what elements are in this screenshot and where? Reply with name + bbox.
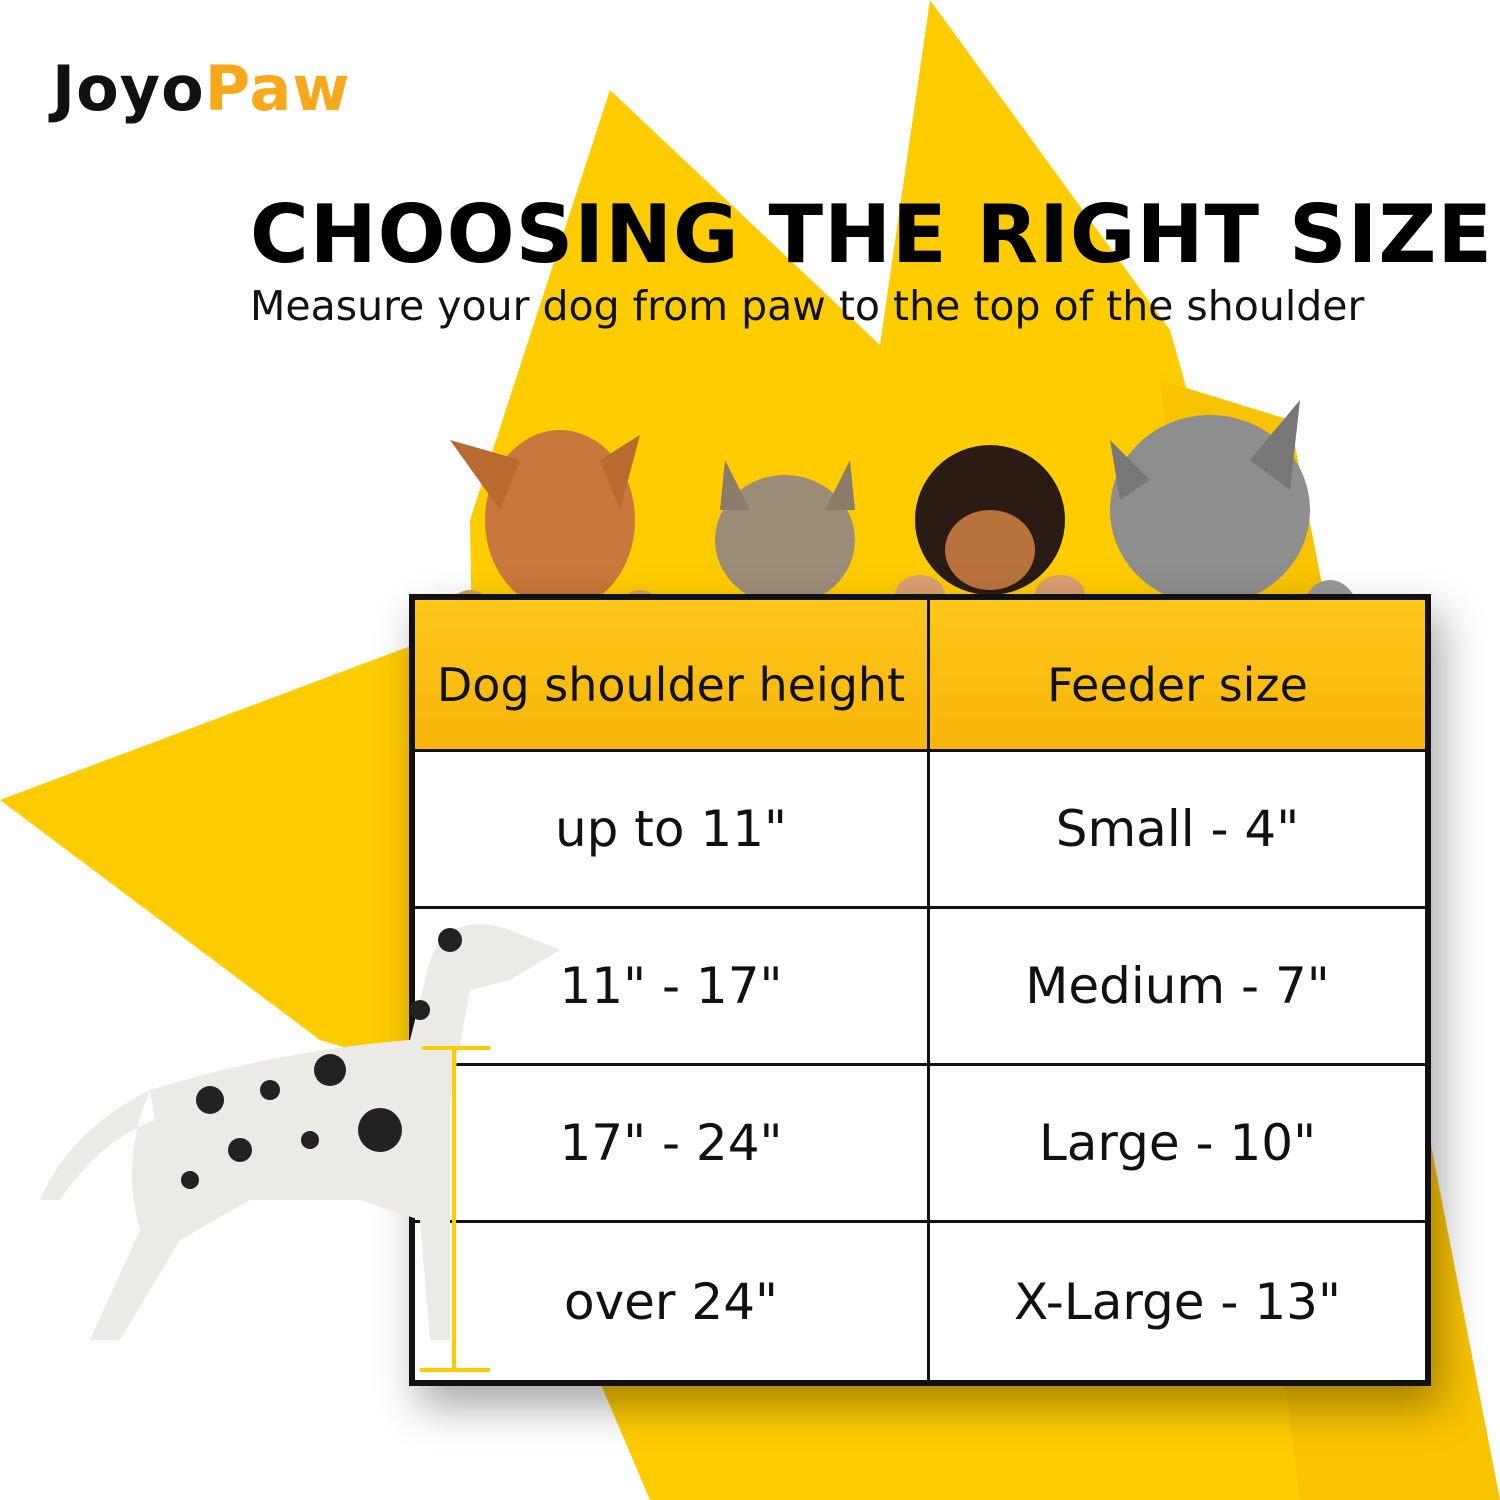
cell-height: up to 11" [415, 752, 930, 909]
cell-height: over 24" [415, 1223, 930, 1380]
cell-height: 17" - 24" [415, 1066, 930, 1223]
cell-size: Large - 10" [930, 1066, 1425, 1223]
header-shoulder-height: Dog shoulder height [415, 600, 930, 752]
pets-peeking-illustration [445, 400, 1360, 660]
dalmatian-illustration [40, 924, 560, 1372]
header-feeder-size: Feeder size [930, 600, 1425, 752]
page-subtitle: Measure your dog from paw to the top of … [250, 282, 1365, 330]
height-measure-marker [420, 1046, 490, 1372]
black-puppy-icon [895, 445, 1085, 615]
cell-size: Medium - 7" [930, 909, 1425, 1066]
cell-size: X-Large - 13" [1014, 1272, 1341, 1331]
logo-text-joyo: Joyo [52, 52, 205, 125]
cell-size: Small - 4" [930, 752, 1425, 909]
size-chart-table: Dog shoulder height Feeder size up to 11… [409, 594, 1431, 1386]
joyopaw-logo: JoyoPaw [52, 52, 351, 125]
page-title: CHOOSING THE RIGHT SIZE [250, 188, 1493, 281]
cell-height: 11" - 17" [415, 909, 930, 1066]
logo-text-paw: Paw [204, 52, 351, 125]
tabby-cat-icon [715, 460, 855, 605]
